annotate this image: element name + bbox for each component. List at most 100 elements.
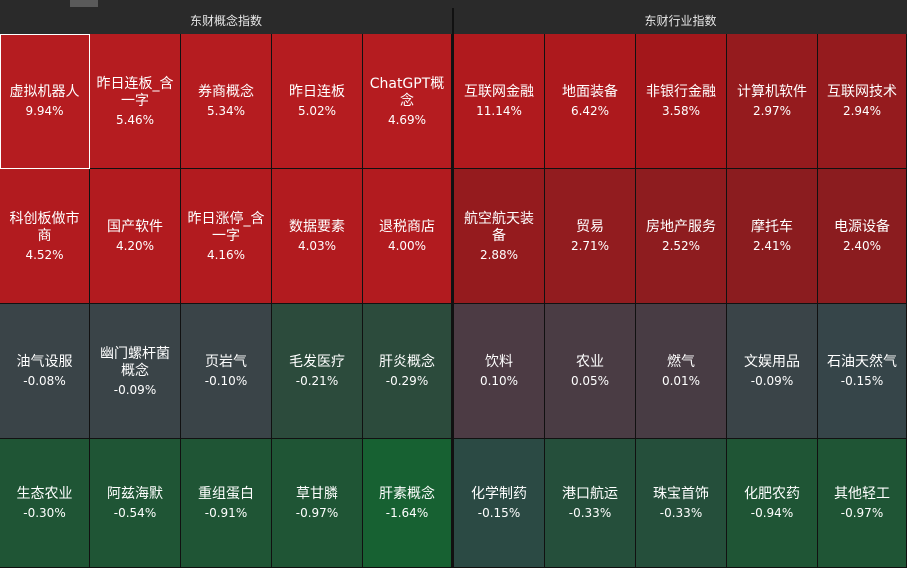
industry-tile[interactable]: 文娱用品 -0.09%: [727, 304, 818, 439]
concept-tile-change: 4.69%: [387, 112, 427, 127]
concept-tile-change: -1.64%: [385, 506, 429, 520]
concept-tile[interactable]: 昨日连板 5.02%: [272, 34, 363, 169]
industry-tile-change: 2.97%: [752, 104, 792, 118]
industry-tile-change: -0.15%: [840, 374, 884, 388]
concept-tile[interactable]: ChatGPT概念 4.69%: [363, 34, 452, 169]
concept-tile-name: 阿兹海默: [107, 486, 163, 502]
concept-tile-name: 油气设服: [16, 354, 73, 370]
concept-tile[interactable]: 幽门螺杆菌概念 -0.09%: [90, 304, 181, 439]
concept-tile-change: -0.30%: [23, 506, 66, 520]
industry-tile-change: 2.41%: [752, 239, 792, 253]
industry-tile-change: 2.94%: [842, 104, 882, 118]
concept-tile[interactable]: 科创板做市商 4.52%: [0, 169, 90, 304]
concept-tile-change: -0.29%: [385, 374, 429, 388]
industry-tile-name: 石油天然气: [827, 354, 897, 370]
industry-tile[interactable]: 化学制药 -0.15%: [454, 439, 545, 568]
industry-tile[interactable]: 燃气 0.01%: [636, 304, 727, 439]
concept-tile-name: 肝素概念: [379, 486, 435, 502]
industry-tile-name: 其他轻工: [834, 486, 890, 502]
concept-tile-change: -0.21%: [295, 374, 339, 388]
concept-tile[interactable]: 页岩气 -0.10%: [181, 304, 272, 439]
concept-tile-name: 科创板做市商: [9, 210, 80, 244]
concept-tile[interactable]: 肝炎概念 -0.29%: [363, 304, 452, 439]
concept-tile-name: 重组蛋白: [198, 486, 254, 502]
industry-tile[interactable]: 贸易 2.71%: [545, 169, 636, 304]
concept-tile-change: 4.16%: [206, 247, 246, 262]
industry-tile-name: 化学制药: [471, 486, 527, 502]
industry-tile-change: -0.15%: [477, 506, 521, 520]
industry-tile[interactable]: 电源设备 2.40%: [818, 169, 907, 304]
concept-tile[interactable]: 重组蛋白 -0.91%: [181, 439, 272, 568]
industry-tile[interactable]: 摩托车 2.41%: [727, 169, 818, 304]
industry-tile-name: 化肥农药: [744, 486, 800, 502]
concept-tile-name: 幽门螺杆菌概念: [100, 345, 170, 379]
concept-tile-change: -0.97%: [295, 506, 339, 520]
concept-tile[interactable]: 生态农业 -0.30%: [0, 439, 90, 568]
concept-tile-name: ChatGPT概念: [369, 75, 445, 109]
concept-tile-name: 生态农业: [16, 486, 73, 502]
industry-tile-change: -0.97%: [840, 506, 884, 520]
industry-tile[interactable]: 非银行金融 3.58%: [636, 34, 727, 169]
industry-tile[interactable]: 航空航天装备 2.88%: [454, 169, 545, 304]
concept-tile-change: 9.94%: [25, 104, 64, 118]
concept-tile-name: 草甘膦: [296, 486, 338, 502]
concept-tile[interactable]: 毛发医疗 -0.21%: [272, 304, 363, 439]
industry-tile-name: 农业: [576, 354, 604, 370]
section-divider: [452, 8, 454, 568]
industry-tile-name: 互联网金融: [464, 84, 534, 100]
industry-tile[interactable]: 化肥农药 -0.94%: [727, 439, 818, 568]
industry-tile[interactable]: 其他轻工 -0.97%: [818, 439, 907, 568]
industry-tile[interactable]: 地面装备 6.42%: [545, 34, 636, 169]
concept-tile[interactable]: 昨日涨停_含一字 4.16%: [181, 169, 272, 304]
concept-tile[interactable]: 昨日连板_含一字 5.46%: [90, 34, 181, 169]
concept-tile-name: 国产软件: [107, 219, 163, 235]
industry-tile-change: -0.94%: [750, 506, 794, 520]
concept-tile[interactable]: 阿兹海默 -0.54%: [90, 439, 181, 568]
tab-1-active[interactable]: [70, 0, 98, 7]
concept-tile-change: -0.91%: [204, 506, 248, 520]
concept-tile-name: 昨日连板: [289, 84, 345, 100]
concept-tile[interactable]: 油气设服 -0.08%: [0, 304, 90, 439]
concept-tile-name: 券商概念: [198, 84, 254, 100]
industry-tile-change: 0.01%: [661, 374, 701, 388]
concept-tile-name: 数据要素: [289, 219, 345, 235]
concept-tile-change: 4.20%: [115, 239, 155, 253]
concept-tile-name: 毛发医疗: [289, 354, 345, 370]
industry-tile[interactable]: 港口航运 -0.33%: [545, 439, 636, 568]
industry-tile[interactable]: 珠宝首饰 -0.33%: [636, 439, 727, 568]
industry-tile-name: 电源设备: [834, 219, 890, 235]
concept-tile-change: -0.54%: [113, 506, 157, 520]
concept-tile[interactable]: 数据要素 4.03%: [272, 169, 363, 304]
concept-tile[interactable]: 草甘膦 -0.97%: [272, 439, 363, 568]
industry-tile[interactable]: 农业 0.05%: [545, 304, 636, 439]
industry-tile-change: 2.52%: [661, 239, 701, 253]
industry-tile-change: 0.05%: [570, 374, 610, 388]
industry-index-header: 东财行业指数: [454, 8, 907, 34]
industry-tile[interactable]: 计算机软件 2.97%: [727, 34, 818, 169]
concept-tile-change: 5.34%: [206, 104, 246, 118]
industry-tile-name: 贸易: [576, 219, 604, 235]
concept-tile[interactable]: 退税商店 4.00%: [363, 169, 452, 304]
industry-tile-name: 非银行金融: [646, 84, 716, 100]
concept-tile-name: 虚拟机器人: [9, 84, 80, 100]
concept-tile[interactable]: 虚拟机器人 9.94%: [0, 34, 90, 169]
industry-tile-name: 地面装备: [562, 84, 618, 100]
industry-tile-name: 珠宝首饰: [653, 486, 709, 502]
concept-tile[interactable]: 国产软件 4.20%: [90, 169, 181, 304]
industry-tile[interactable]: 房地产服务 2.52%: [636, 169, 727, 304]
industry-tile[interactable]: 互联网金融 11.14%: [454, 34, 545, 169]
industry-tile-change: 11.14%: [476, 104, 522, 118]
industry-tile[interactable]: 饮料 0.10%: [454, 304, 545, 439]
industry-tile-name: 港口航运: [562, 486, 618, 502]
concept-tile-change: 5.46%: [115, 112, 155, 127]
concept-tile[interactable]: 肝素概念 -1.64%: [363, 439, 452, 568]
industry-tile-change: 0.10%: [479, 374, 519, 388]
concept-tile[interactable]: 券商概念 5.34%: [181, 34, 272, 169]
concept-tile-change: 4.00%: [387, 239, 427, 253]
industry-tile-change: 3.58%: [661, 104, 701, 118]
concept-tile-name: 页岩气: [205, 354, 247, 370]
concept-index-header: 东财概念指数: [0, 8, 452, 34]
industry-tile[interactable]: 互联网技术 2.94%: [818, 34, 907, 169]
industry-tile[interactable]: 石油天然气 -0.15%: [818, 304, 907, 439]
concept-tile-change: -0.10%: [204, 374, 248, 388]
